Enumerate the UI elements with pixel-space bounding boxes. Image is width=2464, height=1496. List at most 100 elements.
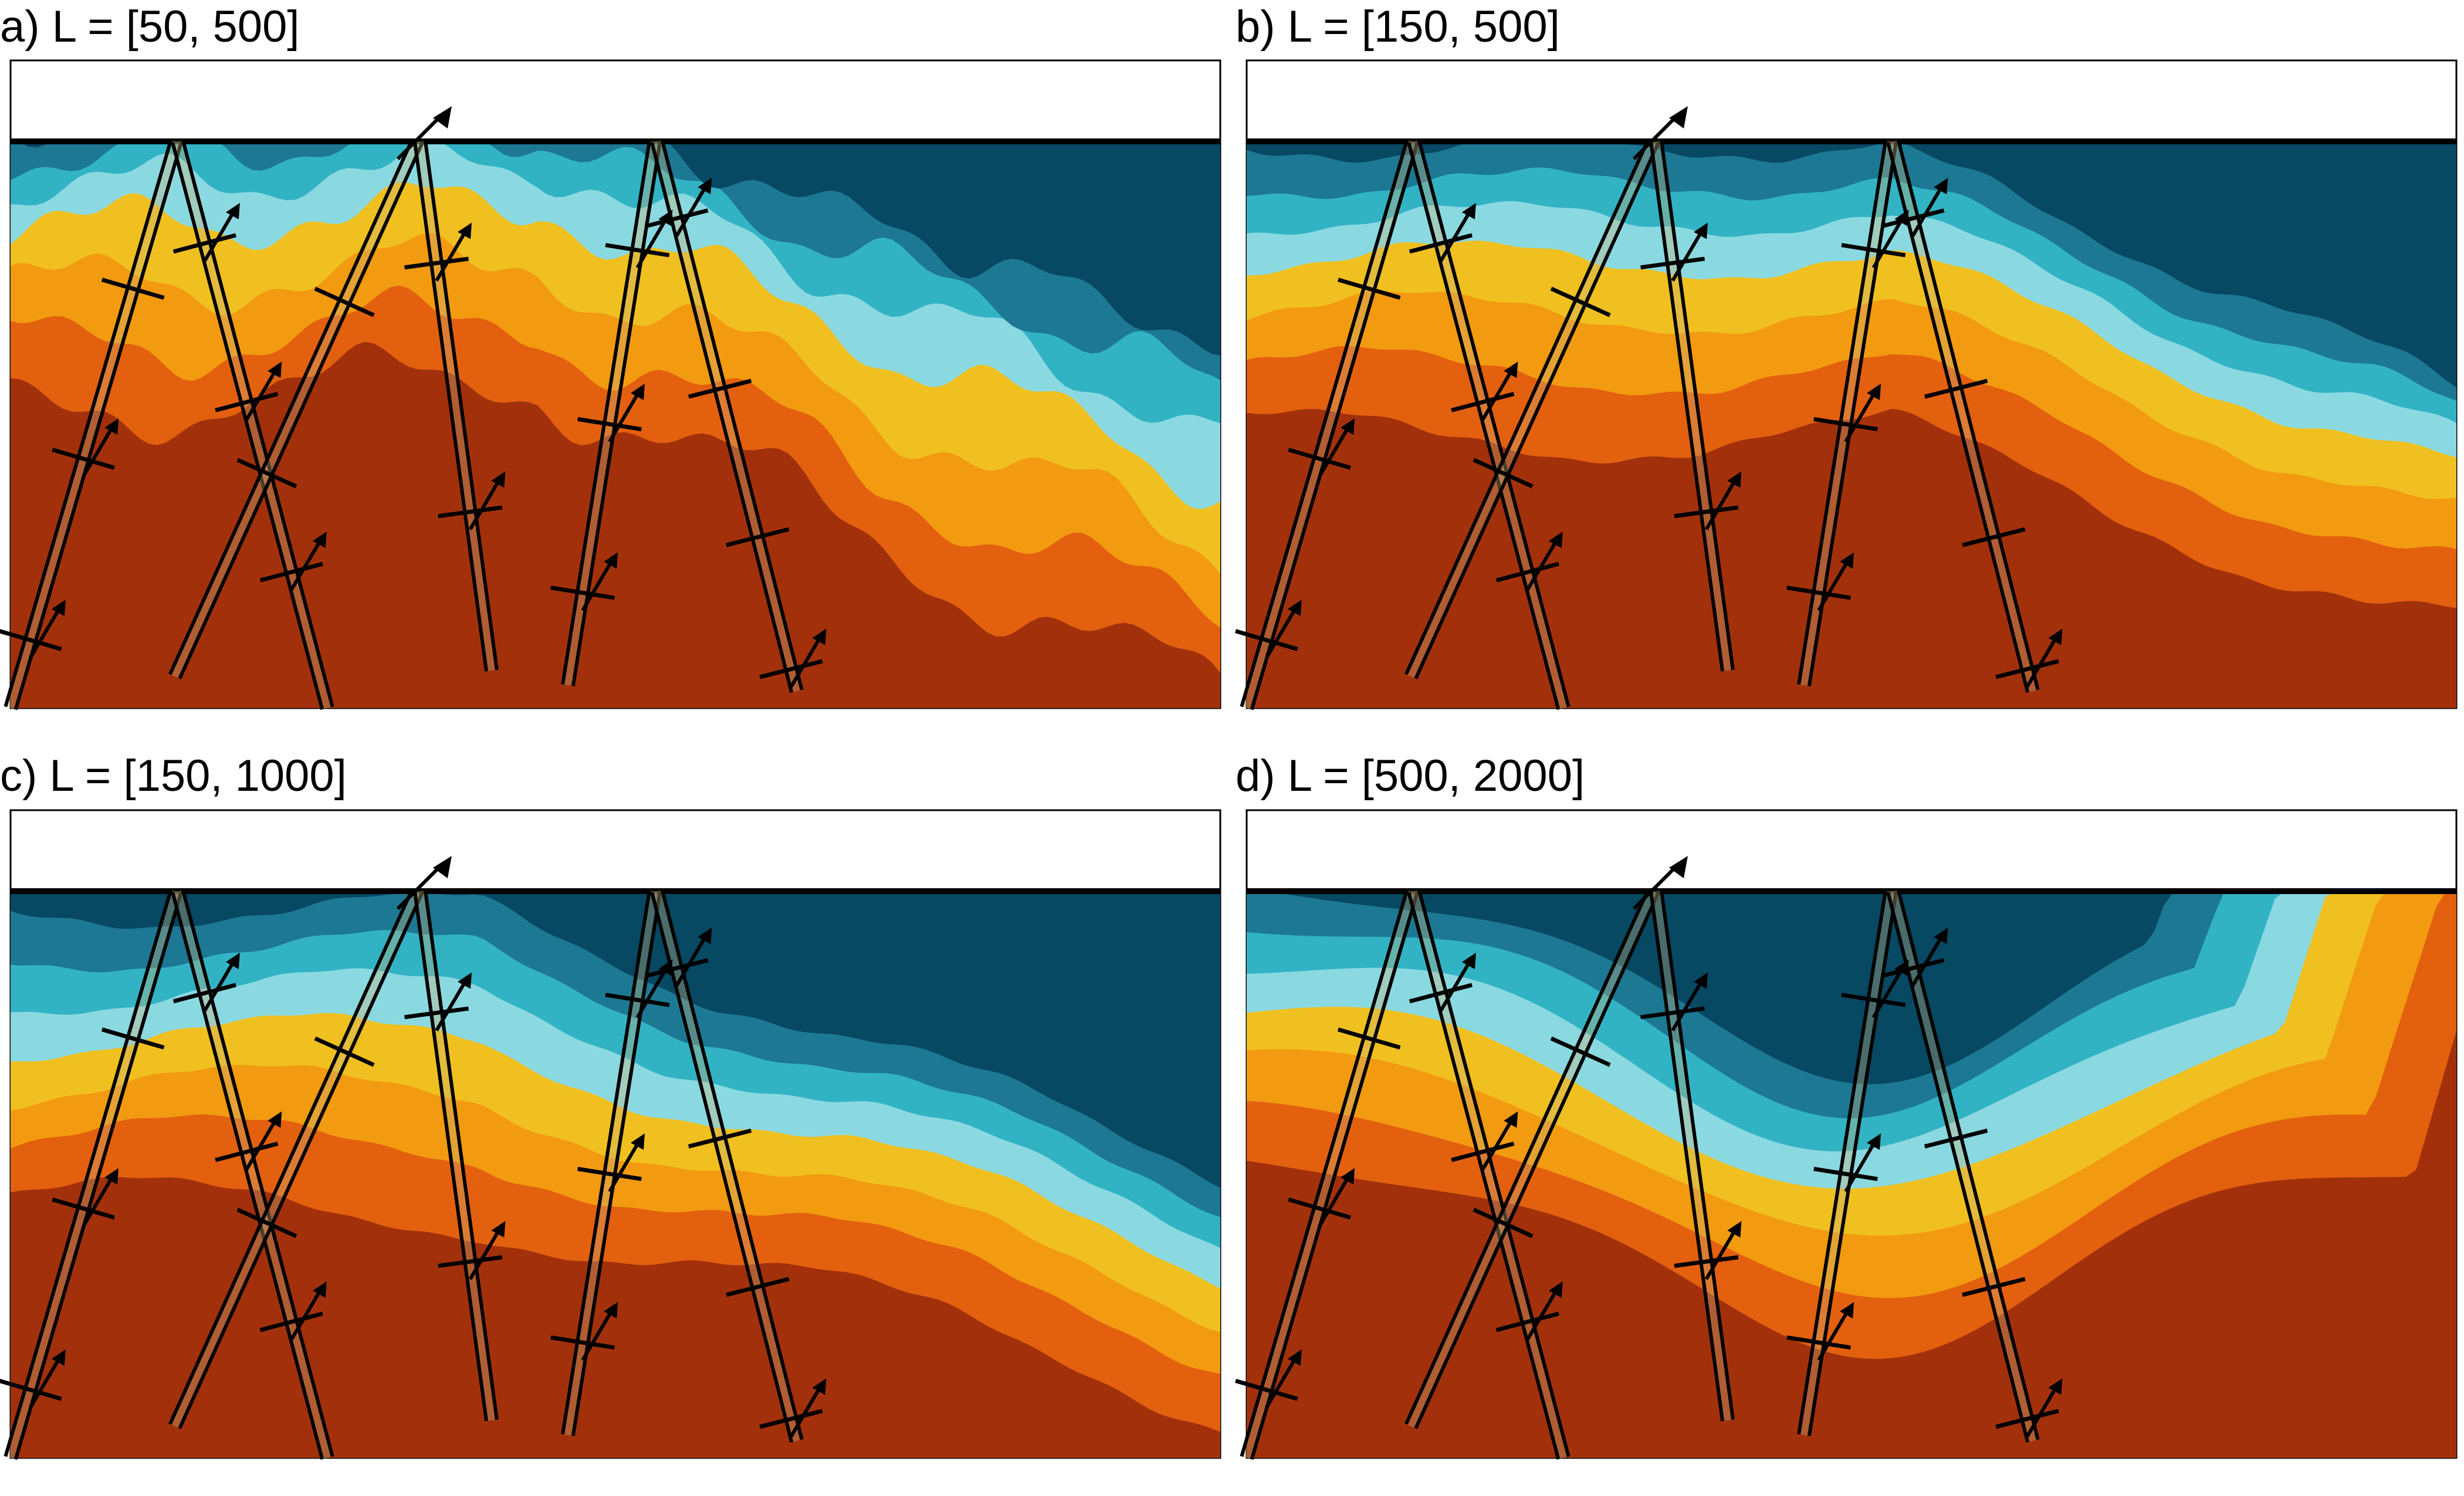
slip-arrow <box>1318 425 1351 478</box>
slip-arrow <box>2025 635 2059 688</box>
fault-1-zone <box>1241 889 1417 1460</box>
fault-tick <box>215 1141 279 1162</box>
slip-arrowhead <box>698 928 712 945</box>
fault-tick <box>1640 1006 1705 1020</box>
slip-arrow <box>1439 960 1472 1012</box>
fault-3-line <box>1414 892 1660 1429</box>
fault-5-zone <box>563 140 660 686</box>
panel-d-diagram <box>1235 809 2458 1460</box>
fault-tick <box>259 1311 323 1332</box>
fault-2-zone <box>1409 889 1569 1460</box>
fault-2-line <box>181 139 334 708</box>
slip-arrowhead <box>1867 1133 1881 1150</box>
fault-4-line <box>1649 891 1725 1421</box>
panel-b-diagram <box>1235 59 2458 710</box>
slip-arrow <box>1871 966 1904 1018</box>
fault-tick <box>1495 1311 1559 1332</box>
slip-arrowhead <box>491 471 506 488</box>
fault-tick <box>172 983 236 1004</box>
slip-arrow <box>1871 216 1904 269</box>
fault-tick <box>404 256 469 270</box>
fault-tick <box>236 1207 297 1238</box>
slip-arrow <box>82 425 114 478</box>
layer-darkest-blue <box>11 891 1220 1188</box>
fault-4-zone <box>1651 890 1733 1421</box>
fault-6-zone <box>652 889 802 1443</box>
fault-tick <box>1924 1128 1988 1149</box>
faults <box>4 888 804 1460</box>
slip-arrow <box>1911 935 1944 987</box>
slip-arrow <box>2025 1385 2059 1438</box>
slip-arrowhead <box>1287 600 1302 617</box>
slip-arrowhead <box>51 1349 66 1366</box>
slip-arrowhead <box>312 1281 327 1298</box>
fault-1-zone <box>5 140 181 710</box>
fault-tick <box>1881 958 1945 979</box>
layer-darkest-blue <box>1247 891 2456 1085</box>
slip-arrow <box>245 368 277 421</box>
faults <box>1240 138 2040 710</box>
slip-arrowhead <box>1461 202 1476 219</box>
slip-arrow <box>1526 1288 1559 1341</box>
fault-tick <box>726 1277 790 1297</box>
fault-2-line <box>181 889 334 1457</box>
fault-tick <box>1288 448 1351 470</box>
slip-arrowhead <box>631 384 645 401</box>
slip-arrowhead <box>1727 471 1742 488</box>
fault-1-zone <box>1241 140 1417 710</box>
fault-tick <box>1674 505 1739 519</box>
slip-arrowhead <box>1840 552 1854 569</box>
fault-1-line <box>13 142 183 710</box>
fault-tick <box>101 277 165 300</box>
slip-arrow <box>1526 539 1559 591</box>
fault-tick <box>0 1379 62 1401</box>
fault-6-zone <box>652 140 802 693</box>
fault-tick <box>314 1036 375 1067</box>
fault-tick <box>1409 233 1473 254</box>
fault-tick <box>1786 585 1852 600</box>
fault-markers <box>1235 928 2063 1438</box>
fault-1-line <box>1250 892 1419 1460</box>
slip-arrowhead <box>491 1221 506 1238</box>
fault-6-line <box>660 140 804 691</box>
panel-b-title: b) L = [150, 500] <box>1236 2 1560 52</box>
slip-arrowhead <box>268 1111 282 1128</box>
fault-4-line <box>423 890 499 1420</box>
slip-arrow <box>635 216 668 269</box>
panel-a-diagram <box>0 59 1221 710</box>
fault-tick <box>550 585 615 600</box>
fault-3-line <box>178 143 424 679</box>
fault-tick <box>101 1027 165 1050</box>
slip-arrowhead <box>1504 1111 1518 1128</box>
fault-tick <box>577 1166 642 1182</box>
fault-6-line <box>1886 892 2030 1443</box>
fault-tick <box>605 243 670 258</box>
fault-tick <box>1337 277 1401 300</box>
slip-arrowhead <box>104 1167 119 1184</box>
fault-tick <box>1495 561 1559 583</box>
panel-c-diagram <box>0 809 1221 1460</box>
fault-3-line <box>1404 138 1650 675</box>
slip-arrow <box>1265 1356 1298 1409</box>
fault-1-line <box>4 889 173 1457</box>
fault-4-line <box>1659 140 1735 671</box>
slip-arrowhead <box>1669 856 1688 878</box>
fault-3-zone <box>1406 889 1659 1429</box>
slip-arrow <box>435 229 468 282</box>
slip-arrowhead <box>1548 1281 1563 1298</box>
slip-arrow <box>1844 391 1877 443</box>
slip-arrow <box>581 559 614 611</box>
slip-arrow <box>1817 559 1850 611</box>
fault-6-line <box>650 142 794 693</box>
slip-arrowhead <box>631 1133 645 1150</box>
fault-tick <box>215 391 279 412</box>
fault-6-line <box>1896 140 2040 691</box>
fault-2-line <box>1417 889 1571 1457</box>
slip-arrowhead <box>225 202 240 219</box>
fault-tick <box>1841 243 1906 258</box>
slip-arrowhead <box>312 532 327 549</box>
slip-arrow <box>1318 1175 1351 1227</box>
faults <box>1240 888 2040 1460</box>
slip-arrow <box>29 607 62 659</box>
fault-6-line <box>1896 889 2040 1440</box>
